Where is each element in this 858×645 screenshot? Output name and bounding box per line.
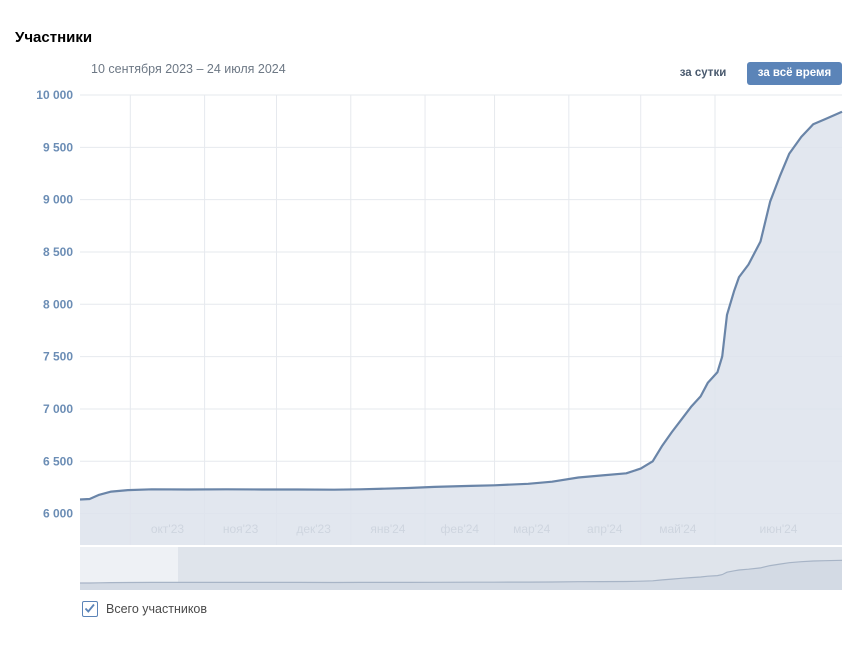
date-range: 10 сентября 2023 – 24 июля 2024 — [91, 62, 286, 76]
legend: Всего участников — [82, 601, 207, 617]
per-day-button[interactable]: за сутки — [679, 67, 727, 79]
y-tick-label: 10 000 — [36, 88, 73, 102]
y-tick-label: 9 000 — [43, 193, 73, 207]
y-tick-label: 6 500 — [43, 454, 73, 468]
y-tick-label: 8 000 — [43, 297, 73, 311]
series-area — [80, 111, 842, 545]
navigator-line — [80, 559, 843, 584]
y-tick-label: 9 500 — [43, 140, 73, 154]
legend-label: Всего участников — [106, 602, 208, 616]
y-tick-label: 6 000 — [43, 507, 73, 521]
check-icon — [84, 603, 95, 613]
all-time-button[interactable]: за всё время — [747, 62, 842, 85]
legend-checkbox[interactable] — [82, 601, 98, 617]
series-line — [79, 110, 843, 501]
y-tick-label: 7 500 — [43, 350, 73, 364]
y-tick-label: 7 000 — [43, 402, 73, 416]
y-tick-label: 8 500 — [43, 245, 73, 259]
page-title: Участники — [15, 29, 93, 46]
